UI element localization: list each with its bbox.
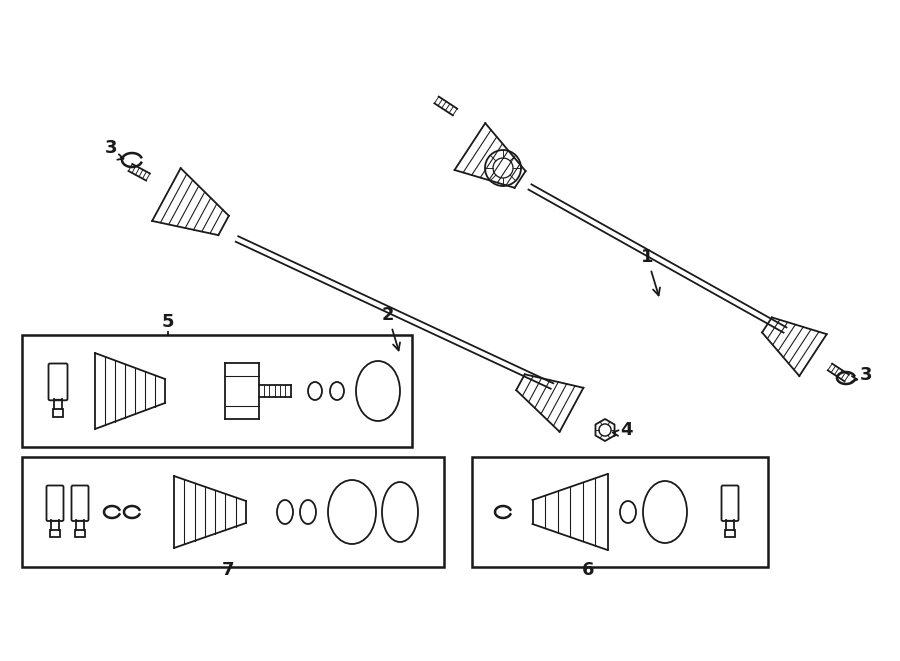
Bar [725,529,734,537]
Bar [22,335,412,447]
Bar [52,409,63,417]
Bar [22,457,444,567]
Bar [472,457,768,567]
Bar [76,529,85,537]
Text: 3: 3 [105,139,118,157]
Text: 6: 6 [581,561,594,579]
Text: 4: 4 [620,421,633,439]
Bar [50,529,59,537]
Text: 3: 3 [860,366,872,384]
Text: 7: 7 [221,561,234,579]
Text: 1: 1 [641,248,660,295]
Text: 5: 5 [162,313,175,331]
Text: 2: 2 [382,306,400,350]
